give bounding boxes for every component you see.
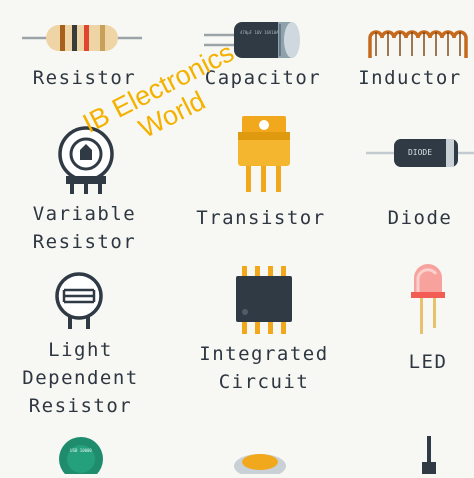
capacitor-label: Capacitor — [204, 67, 322, 89]
switch-partial-icon — [232, 446, 288, 478]
ldr-label-line3: Resistor — [28, 395, 133, 417]
resistor-label: Resistor — [32, 67, 137, 89]
transistor-icon — [236, 112, 292, 194]
diode-icon: DIODE — [366, 136, 474, 170]
capacitor-marking: 470μF 16V 16V10A — [240, 30, 279, 35]
transistor-label: Transistor — [196, 207, 326, 229]
ic-chip-icon — [232, 264, 296, 336]
diode-marking: DIODE — [407, 148, 433, 157]
resistor-icon — [22, 18, 142, 58]
capacitor-icon: 470μF 16V 16V10A — [200, 18, 305, 62]
ldr-label-line2: Dependent — [22, 367, 139, 389]
variable-resistor-label-line2: Resistor — [32, 231, 137, 253]
ldr-label-line1: Light — [48, 339, 113, 361]
component-partial-icon — [418, 434, 440, 474]
inductor-icon — [362, 20, 472, 64]
led-icon — [408, 260, 448, 336]
diode-label: Diode — [387, 207, 453, 229]
variable-resistor-icon — [54, 124, 118, 196]
ic-label-line2: Circuit — [218, 371, 310, 393]
ldr-icon — [50, 272, 108, 330]
ic-label-line1: Integrated — [199, 343, 329, 365]
variable-resistor-label-line1: Variable — [32, 203, 137, 225]
buzzer-partial-icon: USB 10000 — [58, 436, 104, 478]
inductor-label: Inductor — [358, 67, 462, 89]
buzzer-marking: USB 10000 — [70, 448, 92, 453]
led-label: LED — [408, 351, 448, 373]
